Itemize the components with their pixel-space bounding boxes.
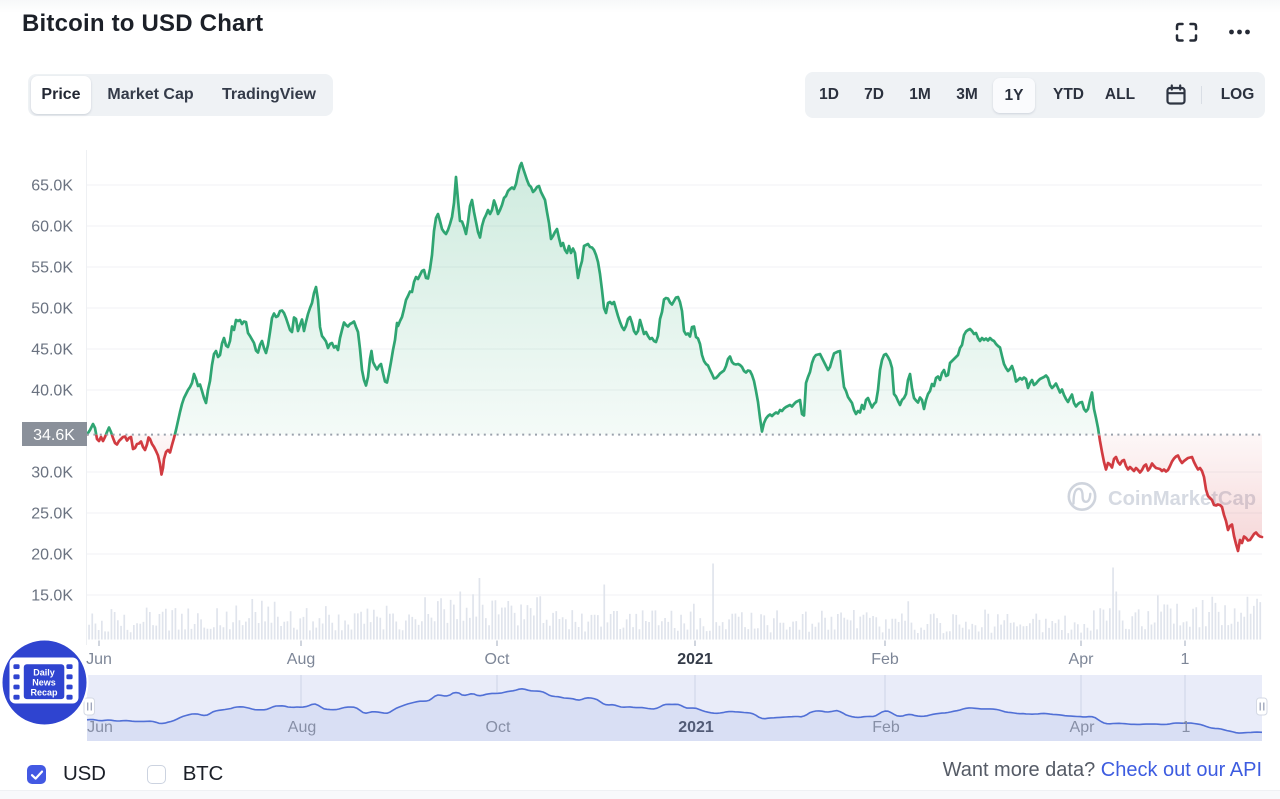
- svg-text:Aug: Aug: [287, 651, 315, 668]
- svg-text:Feb: Feb: [872, 719, 900, 736]
- svg-text:Oct: Oct: [485, 651, 510, 668]
- svg-text:Apr: Apr: [1069, 651, 1095, 668]
- svg-text:45.0K: 45.0K: [31, 342, 73, 359]
- svg-text:Recap: Recap: [30, 688, 58, 698]
- svg-text:30.0K: 30.0K: [31, 465, 73, 482]
- svg-text:40.0K: 40.0K: [31, 383, 73, 400]
- svg-text:25.0K: 25.0K: [31, 506, 73, 523]
- svg-text:60.0K: 60.0K: [31, 219, 73, 236]
- svg-text:News: News: [32, 678, 56, 688]
- svg-text:20.0K: 20.0K: [31, 547, 73, 564]
- svg-text:Oct: Oct: [486, 719, 511, 736]
- svg-text:15.0K: 15.0K: [31, 588, 73, 605]
- svg-text:Apr: Apr: [1070, 719, 1096, 736]
- svg-text:1: 1: [1182, 719, 1191, 736]
- svg-text:65.0K: 65.0K: [31, 178, 73, 195]
- svg-text:2021: 2021: [678, 719, 714, 736]
- svg-text:Aug: Aug: [288, 719, 316, 736]
- svg-text:Jun: Jun: [87, 719, 113, 736]
- svg-text:1: 1: [1181, 651, 1190, 668]
- svg-text:Feb: Feb: [871, 651, 899, 668]
- svg-text:50.0K: 50.0K: [31, 301, 73, 318]
- svg-text:2021: 2021: [677, 651, 713, 668]
- svg-text:Daily: Daily: [33, 668, 55, 678]
- svg-text:55.0K: 55.0K: [31, 260, 73, 277]
- svg-text:34.6K: 34.6K: [33, 427, 75, 444]
- svg-text:Jun: Jun: [86, 651, 112, 668]
